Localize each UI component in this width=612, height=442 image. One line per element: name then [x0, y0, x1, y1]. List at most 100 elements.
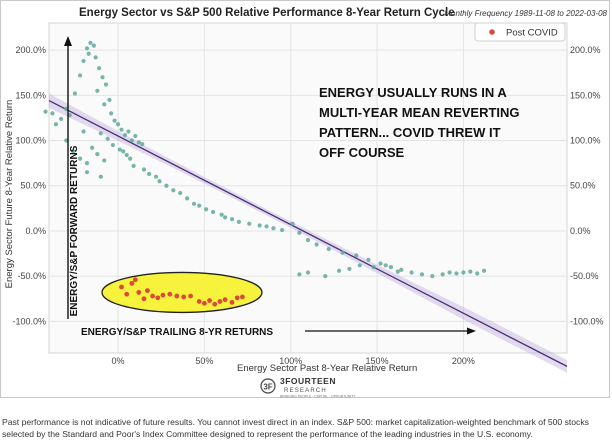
post-covid-point	[124, 291, 130, 297]
annotation-line-1: ENERGY USUALLY RUNS IN A	[319, 85, 507, 100]
data-point	[340, 250, 345, 255]
post-covid-point	[181, 294, 187, 300]
data-point	[366, 257, 371, 262]
y-tick-label-left: 150.0%	[15, 90, 46, 100]
post-covid-point	[217, 299, 223, 304]
data-point	[440, 272, 445, 277]
data-point	[84, 170, 90, 175]
trailing-arrow-label: ENERGY/S&P TRAILING 8-YR RETURNS	[81, 327, 273, 338]
data-point	[72, 91, 77, 96]
y-tick-label-right: 50.0%	[570, 181, 596, 191]
post-covid-point	[207, 298, 212, 303]
data-point	[58, 116, 64, 121]
data-point	[147, 171, 152, 177]
data-point	[191, 201, 197, 206]
post-covid-point	[202, 300, 207, 306]
logo-subbrand: RESEARCH	[284, 388, 327, 394]
y-tick-label-left: 0.0%	[25, 226, 46, 236]
data-point	[347, 266, 352, 272]
data-point	[305, 270, 311, 275]
data-point	[121, 149, 126, 154]
data-point	[77, 73, 83, 78]
data-point	[395, 269, 400, 274]
data-point	[124, 152, 129, 158]
data-point	[326, 246, 331, 252]
data-point	[297, 230, 302, 235]
y-tick-label-left: -50.0%	[17, 271, 46, 281]
data-point	[271, 226, 276, 231]
y-tick-label-right: 0.0%	[570, 226, 591, 236]
annotation-line-3: PATTERN... COVID THREW IT	[319, 125, 501, 140]
logo-mark-glyph: 3F	[263, 383, 272, 392]
data-point	[128, 156, 133, 161]
data-point	[153, 174, 159, 179]
y-tick-label-left: 200.0%	[15, 45, 46, 55]
data-point	[91, 43, 96, 48]
data-point	[171, 188, 176, 193]
annotation-line-2: MULTI-YEAR MEAN REVERTING	[319, 105, 520, 120]
data-point	[290, 221, 295, 226]
main-annotation: ENERGY USUALLY RUNS IN A MULTI-YEAR MEAN…	[319, 85, 520, 160]
data-point	[399, 267, 404, 272]
data-point	[122, 133, 128, 138]
data-point	[219, 212, 224, 217]
chart-subtitle: Monthly Frequency 1989-11-08 to 2022-03-…	[444, 9, 607, 18]
data-point	[314, 242, 319, 247]
data-point	[323, 274, 328, 279]
y-axis-label: Energy Sector Future 8-Year Relative Ret…	[4, 100, 15, 289]
y-tick-label-right: 100.0%	[570, 136, 601, 146]
data-point	[305, 237, 311, 243]
x-tick-label: 150%	[366, 356, 389, 366]
data-point	[157, 179, 162, 184]
post-covid-point	[229, 299, 235, 305]
scatter-chart: Energy Sector vs S&P 500 Relative Perfor…	[4, 7, 608, 399]
data-point	[86, 51, 91, 56]
post-covid-point	[167, 291, 173, 297]
data-point	[95, 88, 100, 93]
data-point	[354, 253, 359, 258]
data-point	[50, 111, 55, 116]
data-point	[178, 190, 183, 196]
x-tick-label: 100%	[279, 356, 302, 366]
logo-brand: 3FOURTEEN	[280, 376, 336, 386]
x-tick-label: 50%	[195, 356, 213, 366]
data-point	[96, 66, 102, 71]
data-point	[280, 227, 285, 233]
data-point	[126, 129, 131, 134]
data-point	[81, 129, 86, 134]
forward-arrow-head	[64, 36, 72, 46]
data-point	[475, 271, 480, 276]
x-tick-label: 200%	[452, 356, 475, 366]
legend-label-post-covid: Post COVID	[506, 28, 558, 39]
post-covid-point	[155, 295, 161, 301]
data-point	[109, 111, 114, 116]
post-covid-point	[129, 280, 135, 286]
x-tick-label: 0%	[112, 356, 125, 366]
data-point	[257, 223, 262, 228]
data-point	[98, 131, 103, 136]
data-point	[98, 174, 103, 179]
data-point	[88, 40, 93, 45]
post-covid-point	[160, 292, 166, 298]
legend-box	[474, 22, 566, 42]
data-point	[129, 138, 134, 143]
data-point	[454, 271, 459, 276]
data-point	[131, 163, 136, 168]
data-point	[461, 270, 466, 275]
data-point	[264, 224, 269, 229]
data-point	[204, 207, 209, 212]
data-point	[133, 133, 138, 139]
y-tick-label-right: 150.0%	[570, 90, 601, 100]
data-point	[378, 261, 383, 266]
trailing-returns-arrow: ENERGY/S&P TRAILING 8-YR RETURNS	[81, 327, 476, 338]
y-tick-label-left: -100.0%	[12, 316, 46, 326]
post-covid-point	[145, 288, 150, 294]
data-point	[119, 127, 124, 132]
data-point	[81, 58, 86, 64]
data-point	[136, 140, 141, 145]
post-covid-point	[234, 295, 240, 301]
data-point	[77, 156, 83, 161]
forward-returns-arrow: ENERGY/S&P FORWARD RETURNS	[64, 36, 80, 319]
data-point	[90, 145, 95, 150]
data-point	[141, 167, 147, 172]
